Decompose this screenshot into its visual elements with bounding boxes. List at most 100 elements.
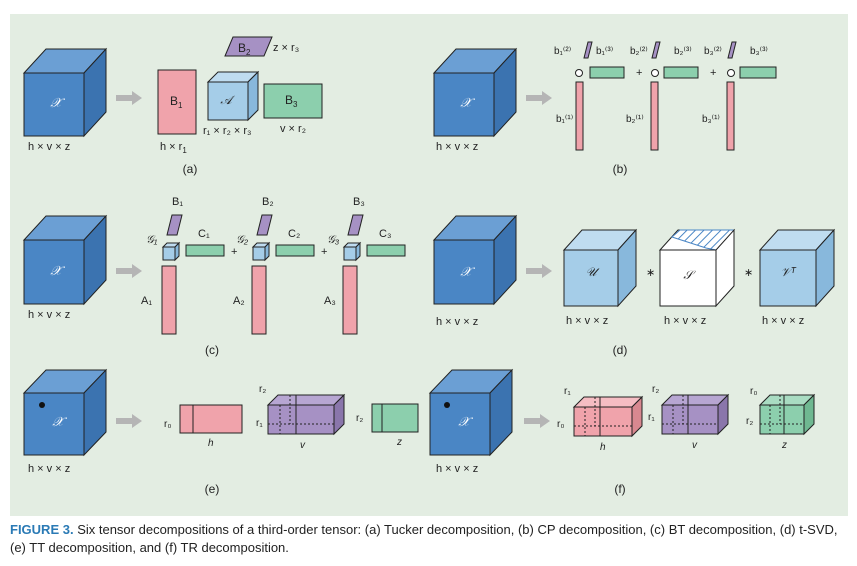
tr-core-2 [660, 393, 730, 436]
tensor-v-transpose: 𝒱ᵀ [758, 228, 836, 308]
factor-b [256, 214, 273, 236]
plus-sign: + [710, 67, 716, 79]
arrow-icon [116, 91, 142, 105]
mode-label: v [692, 440, 698, 451]
factor-c [366, 244, 406, 257]
caption-text: Six tensor decompositions of a third-ord… [10, 522, 838, 555]
tensor-dims-label: h × v × z [436, 463, 478, 475]
caption-lead: FIGURE 3. [10, 522, 74, 537]
core-tensor-a: 𝒜 [206, 70, 260, 122]
tensor-dims-label: h × v × z [762, 315, 804, 327]
panel-label: (d) [613, 343, 628, 357]
factor-a [161, 265, 177, 335]
tensor-x-a: 𝒳 [22, 47, 108, 138]
factor-a [251, 265, 267, 335]
cp-component-2: b₂⁽²⁾ b₂⁽³⁾ b₂⁽¹⁾ [626, 41, 699, 151]
factor-b3-label: B3 [285, 93, 298, 109]
mode-label: z [781, 440, 787, 451]
factor-b2-dims: z × r₃ [273, 42, 299, 54]
core-tensor [343, 246, 357, 261]
rank-label: r₀ [557, 419, 564, 430]
tensor-x-f: 𝒳 [428, 368, 514, 457]
tensor-symbol: 𝒰 [586, 265, 600, 279]
rank-label: r₁ [648, 412, 655, 423]
tr-core-1 [572, 395, 644, 438]
mode2-vector [663, 66, 699, 79]
vector-label: b₂⁽³⁾ [674, 46, 692, 57]
factor-label: A₁ [141, 295, 152, 307]
rank-label: r₂ [356, 413, 363, 424]
mode3-vector [651, 41, 661, 59]
factor-b3 [263, 83, 323, 119]
tt-core-3 [371, 403, 419, 433]
mode3-vector [727, 41, 737, 59]
mode2-vector [589, 66, 625, 79]
factor-b2 [224, 36, 273, 57]
mode-label: h [600, 442, 606, 453]
factor-label: B₃ [353, 196, 365, 208]
vector-label: b₂⁽²⁾ [630, 46, 648, 57]
rank-label: r₁ [564, 386, 571, 397]
cp-component-3: b₃⁽²⁾ b₃⁽³⁾ b₃⁽¹⁾ [702, 41, 777, 151]
rank-label: r₂ [259, 384, 266, 395]
mode1-vector [650, 81, 659, 151]
vector-label: b₁⁽³⁾ [596, 46, 613, 57]
panel-f: 𝒳 h × v × z r₁ r₀ h r₂ r₁ v [428, 368, 816, 496]
mode3-vector [583, 41, 593, 59]
tensor-x-b: 𝒳 [432, 47, 518, 138]
vector-label: b₃⁽²⁾ [704, 46, 722, 57]
tr-core-3 [758, 393, 816, 436]
core-label: 𝒢₃ [327, 234, 340, 246]
arrow-icon [526, 91, 552, 105]
core-dims-label: r₁ × r₂ × r₃ [203, 125, 252, 137]
outer-product-icon [727, 69, 735, 77]
panel-label: (c) [205, 343, 219, 357]
factor-label: C₂ [288, 228, 300, 240]
tensor-dims-label: h × v × z [28, 141, 70, 153]
panel-a: 𝒳 h × v × z B1 h × r1 𝒜 r₁ × r₂ × r₃ B2 … [22, 36, 323, 176]
tensor-u: 𝒰 [562, 228, 638, 308]
element-dot [444, 402, 450, 408]
factor-b [347, 214, 364, 236]
rank-label: r₂ [746, 416, 753, 427]
tensor-x-c: 𝒳 [22, 214, 108, 306]
tt-core-1 [179, 404, 243, 434]
core-label: 𝒢₂ [236, 234, 249, 246]
tensor-symbol: 𝒱ᵀ [781, 265, 797, 279]
bt-block-1: B₁ 𝒢₁ C₁ A₁ [141, 196, 225, 335]
mode1-vector [726, 81, 735, 151]
tprod-star: ∗ [744, 267, 753, 279]
arrow-icon [116, 264, 142, 278]
mode-label: z [396, 437, 402, 448]
vector-label: b₁⁽²⁾ [554, 46, 571, 57]
mode1-vector [575, 81, 584, 151]
tensor-x-e: 𝒳 [22, 368, 108, 457]
tensor-dims-label: h × v × z [436, 316, 478, 328]
panel-label: (b) [613, 162, 628, 176]
element-dot [39, 402, 45, 408]
factor-label: B₂ [262, 196, 274, 208]
tensor-dims-label: h × v × z [28, 463, 70, 475]
core-label: 𝒢₁ [146, 234, 158, 246]
tensor-dims-label: h × v × z [566, 315, 608, 327]
mode-label: v [300, 440, 306, 451]
factor-label: C₃ [379, 228, 391, 240]
arrow-icon [116, 414, 142, 428]
vector-label: b₂⁽¹⁾ [626, 114, 644, 125]
factor-b1-label: B1 [170, 94, 183, 110]
core-symbol: 𝒜 [220, 93, 235, 107]
panel-b: 𝒳 h × v × z b₁⁽²⁾ b₁⁽³⁾ b₁⁽¹⁾ + b₂⁽²⁾ b₂… [432, 41, 777, 176]
panel-label: (a) [183, 162, 198, 176]
tensor-x-d: 𝒳 [432, 214, 518, 306]
tensor-dims-label: h × v × z [664, 315, 706, 327]
arrow-icon [524, 414, 550, 428]
factor-label: A₂ [233, 295, 245, 307]
factor-label: C₁ [198, 228, 210, 240]
factor-b1 [157, 69, 197, 135]
outer-product-icon [651, 69, 659, 77]
factor-b3-dims: v × r₂ [280, 123, 306, 135]
vector-label: b₃⁽³⁾ [750, 46, 768, 57]
bt-block-3: B₃ 𝒢₃ C₃ A₃ [324, 196, 406, 335]
